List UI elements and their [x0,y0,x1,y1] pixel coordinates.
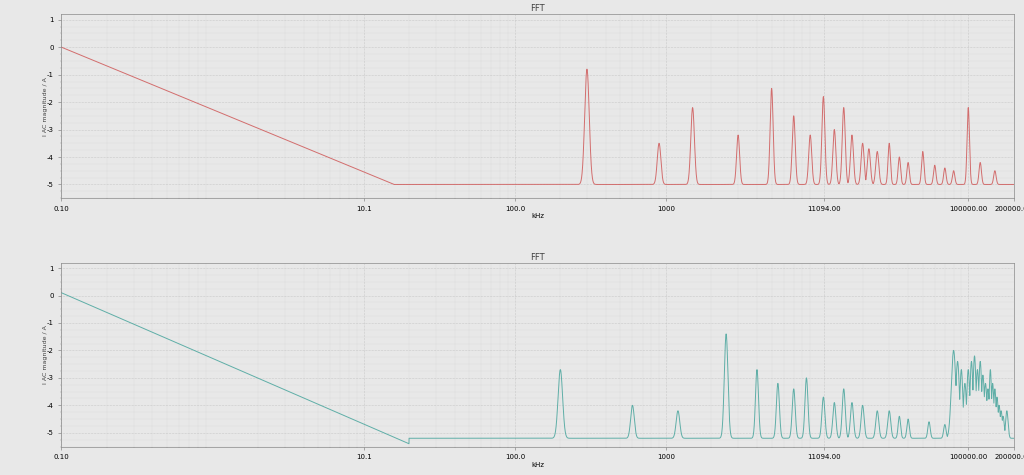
X-axis label: kHz: kHz [531,462,544,467]
Y-axis label: I AC magnitude / A: I AC magnitude / A [43,77,48,136]
X-axis label: kHz: kHz [531,213,544,219]
Title: FFT: FFT [530,253,545,262]
Title: FFT: FFT [530,4,545,13]
Y-axis label: I AC magnitude / A: I AC magnitude / A [43,325,48,384]
